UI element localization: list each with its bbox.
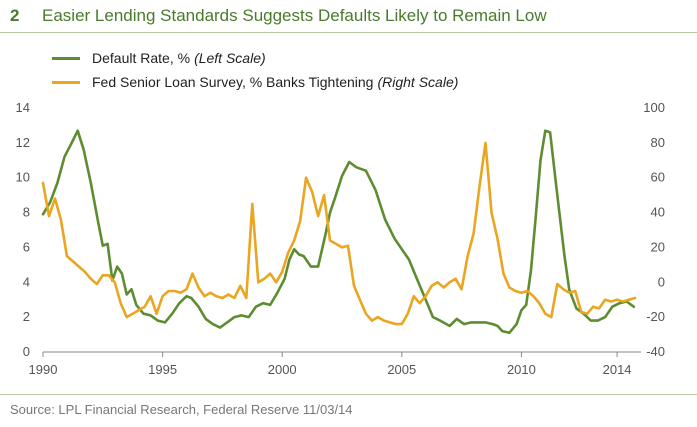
source-note: Source: LPL Financial Research, Federal … [10,402,353,417]
left-y-tick-label: 8 [23,205,30,220]
left-y-tick-label: 12 [16,135,30,150]
right-y-tick-label: -20 [646,309,665,324]
legend-label-default-rate: Default Rate, % [92,50,191,66]
x-tick-label: 2005 [387,362,416,377]
left-y-tick-label: 0 [23,344,30,359]
legend-swatch-default-rate [52,56,80,60]
legend-label-loan-survey: Fed Senior Loan Survey, % Banks Tighteni… [92,74,374,90]
series-line-loan-survey [41,141,637,326]
right-y-tick-label: 100 [643,100,665,115]
left-y-tick-label: 10 [16,170,30,185]
right-y-tick-label: 0 [658,274,665,289]
figure-header: 2 Easier Lending Standards Suggests Defa… [0,0,697,34]
x-tick-label: 1990 [29,362,58,377]
header-divider [0,32,697,33]
x-tick-label: 1995 [148,362,177,377]
left-y-tick-label: 6 [23,239,30,254]
chart-legend: Default Rate, % (Left Scale) Fed Senior … [52,48,458,96]
right-y-tick-label: 80 [651,135,665,150]
legend-item-default-rate: Default Rate, % (Left Scale) [52,48,458,68]
series-line-default-rate [41,129,636,335]
x-tick-label: 2010 [507,362,536,377]
x-tick-label: 2000 [268,362,297,377]
right-y-tick-label: 60 [651,170,665,185]
left-y-tick-label: 14 [16,100,30,115]
legend-swatch-loan-survey [52,80,80,84]
right-y-tick-label: 40 [651,205,665,220]
figure-number: 2 [10,6,20,25]
left-y-tick-label: 2 [23,309,30,324]
legend-note-right-scale: (Right Scale) [377,74,459,90]
line-chart: 0 2 4 6 8 10 12 14 -40 -20 0 20 40 60 80 100 1990 1995 200… [16,100,665,377]
legend-item-loan-survey: Fed Senior Loan Survey, % Banks Tighteni… [52,72,458,92]
legend-note-left-scale: (Left Scale) [194,50,266,66]
x-tick-label: 2014 [603,362,632,377]
right-y-tick-label: 20 [651,239,665,254]
footer-divider [0,394,697,395]
right-y-tick-label: -40 [646,344,665,359]
left-y-tick-label: 4 [23,274,30,289]
chart-title: Easier Lending Standards Suggests Defaul… [42,6,547,25]
